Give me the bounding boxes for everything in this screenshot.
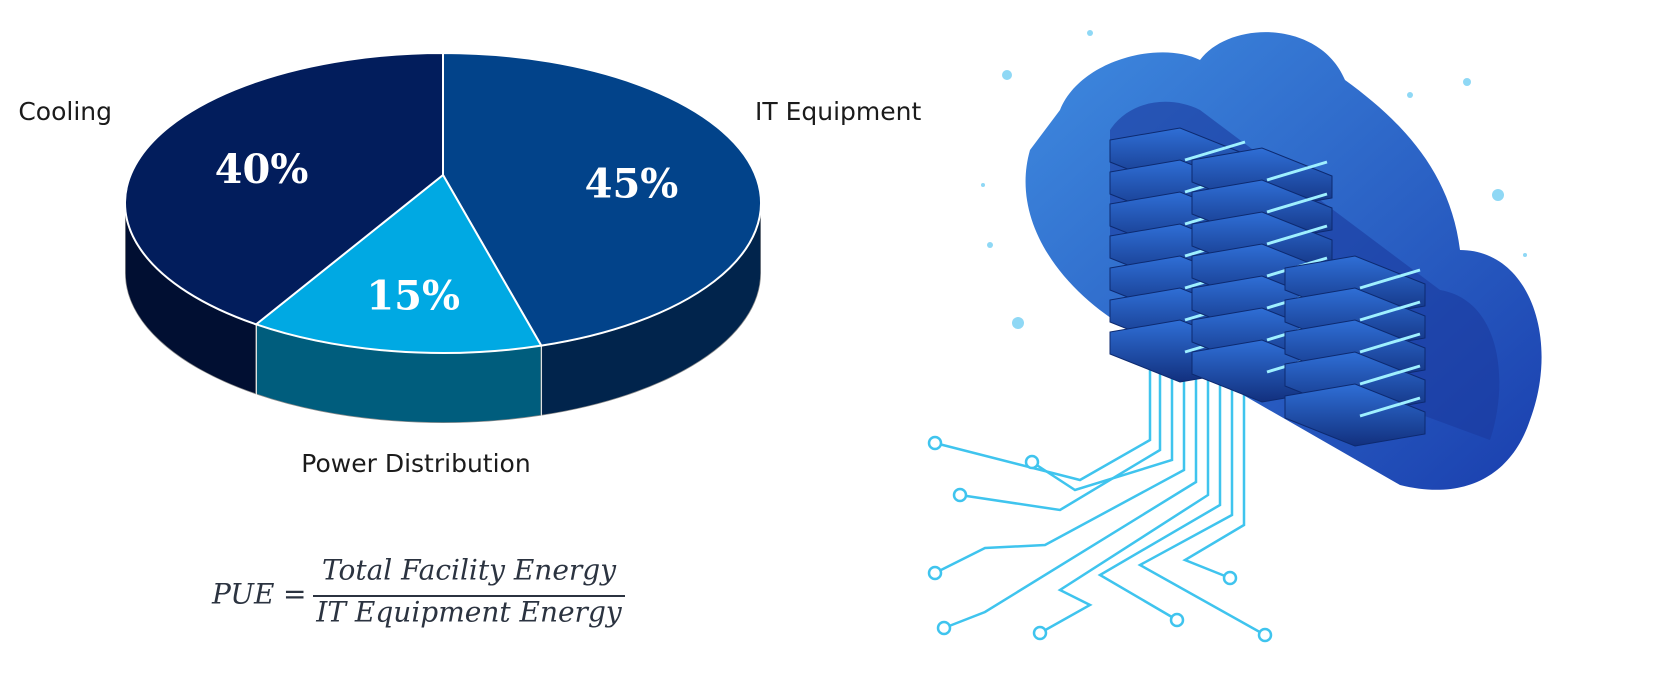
server-light xyxy=(1359,332,1421,354)
value-label: 45% xyxy=(585,161,679,208)
category-label: IT Equipment xyxy=(755,97,921,126)
server-racks xyxy=(1109,127,1426,447)
value-label: 40% xyxy=(215,146,309,193)
sparkles xyxy=(981,30,1527,329)
slice xyxy=(254,173,543,354)
category-label: Power Distribution xyxy=(301,449,530,478)
category-label: Cooling xyxy=(18,97,112,126)
server-light xyxy=(1359,300,1421,322)
server-light xyxy=(1266,192,1328,214)
server-light xyxy=(1266,160,1328,182)
slice xyxy=(124,51,444,326)
slice xyxy=(442,51,762,347)
server-light xyxy=(1266,224,1328,246)
slice-side-shade xyxy=(125,203,257,395)
formula-denominator: IT Equipment Energy xyxy=(315,596,623,629)
value-label: 15% xyxy=(366,272,460,319)
server-light xyxy=(1359,364,1421,386)
server-light xyxy=(1359,396,1421,418)
circuit-lines xyxy=(927,355,1273,643)
server-light xyxy=(1184,140,1246,162)
formula-numerator: Total Facility Energy xyxy=(322,554,617,587)
formula-operator: = xyxy=(283,578,306,611)
pie-chart: 45% IT Equipment 15% Power Distribution 40% C… xyxy=(18,51,921,478)
cloud-illustration xyxy=(927,30,1542,643)
slice-side-shade xyxy=(256,324,542,424)
formula-lhs: PUE xyxy=(211,578,274,611)
slice-side-shade xyxy=(541,203,761,416)
formula: PUE = Total Facility Energy IT Equipment… xyxy=(211,554,625,629)
server-light xyxy=(1359,268,1421,290)
server-unit xyxy=(1284,383,1426,447)
